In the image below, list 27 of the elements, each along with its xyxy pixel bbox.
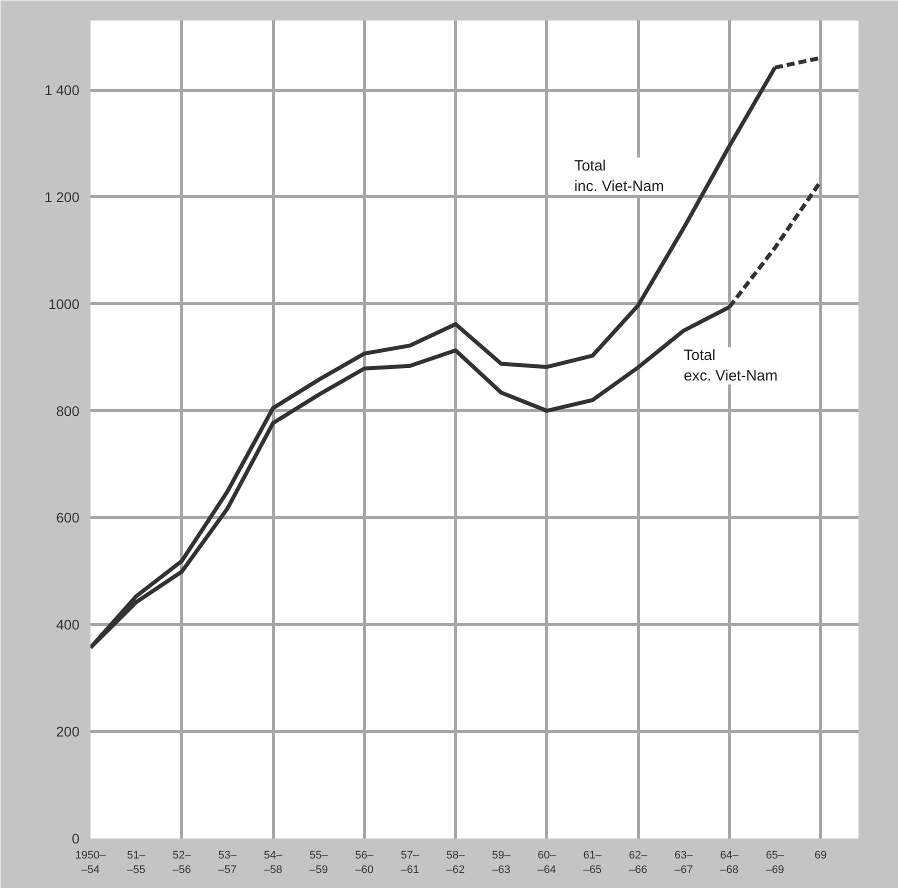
x-tick-label: 52– –56	[172, 850, 192, 876]
y-tick-label: 1 400	[44, 82, 80, 98]
x-tick-label: 61– –65	[583, 850, 603, 876]
x-tick-label: 1950– –54	[75, 850, 107, 876]
y-tick-label: 400	[56, 616, 80, 633]
x-tick-label: 63– –67	[674, 850, 694, 876]
y-tick-label: 1 200	[44, 188, 80, 205]
y-tick-label: 0	[72, 830, 80, 846]
y-tick-label: 200	[56, 724, 80, 740]
y-tick-label: 1000	[48, 296, 80, 312]
x-tick-label: 64– –68	[720, 850, 740, 876]
x-tick-label: 57– –61	[400, 850, 420, 876]
x-tick-label: 56– –60	[355, 850, 374, 876]
x-tick-label: 58– –62	[446, 850, 466, 876]
x-tick-label: 51– –55	[126, 850, 146, 876]
y-tick-label: 800	[56, 402, 80, 419]
x-tick-label: 65– –69	[766, 850, 786, 876]
x-tick-label: 60– –64	[538, 850, 557, 876]
x-tick-label: 69	[814, 850, 827, 862]
y-tick-label: 600	[56, 510, 80, 526]
x-tick-label: 59– –63	[492, 850, 512, 876]
text: Total inc. Viet-Nam	[574, 158, 664, 195]
x-tick-label: 62– –66	[628, 850, 648, 876]
series-label: Total exc. Viet-Nam	[684, 347, 778, 384]
x-tick-label: 53– –57	[218, 850, 238, 876]
x-tick-label: 54– –58	[264, 850, 284, 876]
x-tick-label: 55– –59	[309, 850, 329, 876]
